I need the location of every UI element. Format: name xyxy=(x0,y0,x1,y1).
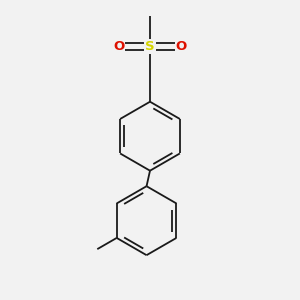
Text: S: S xyxy=(145,40,155,53)
Text: O: O xyxy=(113,40,124,53)
Text: O: O xyxy=(176,40,187,53)
